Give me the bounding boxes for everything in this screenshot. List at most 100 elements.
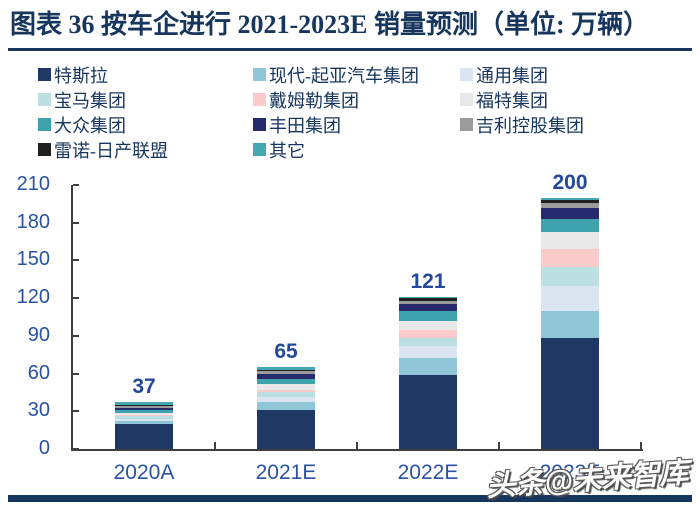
- x-axis-label: 2021E: [255, 461, 317, 484]
- legend-label: 戴姆勒集团: [269, 90, 359, 111]
- legend-label: 通用集团: [476, 65, 548, 86]
- legend-label: 宝马集团: [54, 90, 126, 111]
- bar-segment-2: [541, 285, 599, 311]
- legend-label: 其它: [269, 140, 305, 161]
- legend-label: 大众集团: [54, 115, 126, 136]
- bar-segment-1: [257, 402, 315, 411]
- legend-item-0: 特斯拉: [38, 62, 253, 88]
- bar-segment-2: [399, 345, 457, 359]
- legend-label: 福特集团: [476, 90, 548, 111]
- bar-segment-4: [399, 329, 457, 339]
- legend-item-3: 宝马集团: [38, 87, 253, 113]
- bar-segment-5: [541, 231, 599, 250]
- y-axis-tick: [73, 221, 79, 224]
- legend-swatch-icon: [253, 118, 266, 131]
- legend-label: 特斯拉: [54, 65, 108, 86]
- bar-segment-3: [257, 392, 315, 398]
- title-underline: [8, 48, 692, 51]
- y-axis-tick: [73, 410, 79, 413]
- bar-segment-9: [541, 200, 599, 203]
- bar-segment-6: [257, 378, 315, 384]
- legend-item-8: 吉利控股集团: [460, 112, 694, 138]
- legend-swatch-icon: [38, 143, 51, 156]
- bar-segment-0: [257, 410, 315, 449]
- x-axis-label: 2022E: [397, 461, 459, 484]
- legend-item-10: 其它: [253, 137, 460, 163]
- bar-segment-8: [399, 300, 457, 305]
- legend-swatch-icon: [460, 93, 473, 106]
- bar-segment-6: [541, 218, 599, 232]
- bar-segment-10: [115, 402, 173, 405]
- y-axis-tick-label: 120: [16, 286, 50, 309]
- bar-segment-2: [257, 397, 315, 403]
- bar-segment-3: [115, 416, 173, 419]
- legend-swatch-icon: [460, 118, 473, 131]
- bar-segment-1: [115, 421, 173, 424]
- bar-total-label: 37: [132, 375, 156, 399]
- legend-label: 丰田集团: [269, 115, 341, 136]
- bar-segment-3: [541, 266, 599, 286]
- bar-total-label: 121: [410, 269, 446, 293]
- footer-bar: [8, 495, 692, 502]
- y-axis-tick: [73, 184, 79, 186]
- y-axis-tick: [73, 334, 79, 337]
- bar-segment-0: [541, 338, 599, 449]
- legend-label: 吉利控股集团: [476, 115, 584, 136]
- figure-title: 图表 36 按车企进行 2021-2023E 销量预测（单位: 万辆）: [10, 10, 650, 39]
- legend-item-6: 大众集团: [38, 112, 253, 138]
- x-axis-label: 2023E: [539, 461, 601, 484]
- bar-segment-4: [257, 389, 315, 393]
- bar-segment-0: [399, 374, 457, 449]
- legend-swatch-icon: [253, 68, 266, 81]
- chart-legend: 特斯拉 现代-起亚汽车集团 通用集团宝马集团 戴姆勒集团 福特集团大众集团 丰田集团 吉利控…: [38, 62, 694, 162]
- bar-segment-10: [257, 367, 315, 370]
- legend-swatch-icon: [38, 93, 51, 106]
- legend-swatch-icon: [38, 68, 51, 81]
- legend-item-2: 通用集团: [460, 62, 694, 88]
- bar-segment-6: [115, 410, 173, 413]
- bar-segment-7: [115, 407, 173, 410]
- y-axis-tick: [73, 259, 79, 262]
- bar-segment-7: [399, 304, 457, 311]
- bar-segment-6: [399, 310, 457, 321]
- bar-segment-4: [541, 249, 599, 267]
- y-axis-tick-label: 180: [16, 210, 50, 233]
- legend-swatch-icon: [253, 143, 266, 156]
- bar-total-label: 65: [274, 340, 298, 364]
- y-axis-tick-label: 210: [16, 173, 50, 195]
- bar-segment-9: [399, 298, 457, 301]
- legend-item-7: 丰田集团: [253, 112, 460, 138]
- y-axis-tick-label: 150: [16, 248, 50, 271]
- y-axis-tick-label: 60: [27, 361, 50, 384]
- bar-segment-1: [399, 358, 457, 375]
- legend-label: 雷诺-日产联盟: [54, 140, 168, 161]
- y-axis-tick: [73, 372, 79, 375]
- bar-segment-5: [115, 412, 173, 416]
- bar-segment-8: [115, 406, 173, 408]
- y-axis-tick-label: 90: [27, 323, 50, 346]
- y-axis-line: [71, 185, 73, 451]
- bar-segment-4: [115, 415, 173, 417]
- x-axis-tick: [640, 442, 642, 449]
- legend-label: 现代-起亚汽车集团: [269, 65, 419, 86]
- bar-segment-8: [541, 202, 599, 208]
- y-axis-tick-label: 30: [27, 399, 50, 422]
- bar-segment-0: [115, 423, 173, 449]
- stacked-bar-chart: 0 30 60 90 120 150 180 210 37 2020A 65 2021E 121 2022…: [0, 170, 700, 484]
- legend-item-5: 福特集团: [460, 87, 694, 113]
- bar-segment-10: [399, 296, 457, 299]
- x-axis-tick: [356, 442, 358, 449]
- bar-segment-3: [399, 338, 457, 346]
- x-axis-tick: [498, 442, 500, 449]
- bar-segment-9: [115, 405, 173, 407]
- legend-item-9: 雷诺-日产联盟: [38, 137, 253, 163]
- legend-item-4: 戴姆勒集团: [253, 87, 460, 113]
- bar-segment-7: [257, 373, 315, 379]
- bar-segment-5: [257, 383, 315, 390]
- bar-segment-8: [257, 371, 315, 374]
- bar-segment-2: [115, 418, 173, 422]
- bar-total-label: 200: [552, 170, 588, 194]
- legend-swatch-icon: [253, 93, 266, 106]
- bar-segment-1: [541, 310, 599, 339]
